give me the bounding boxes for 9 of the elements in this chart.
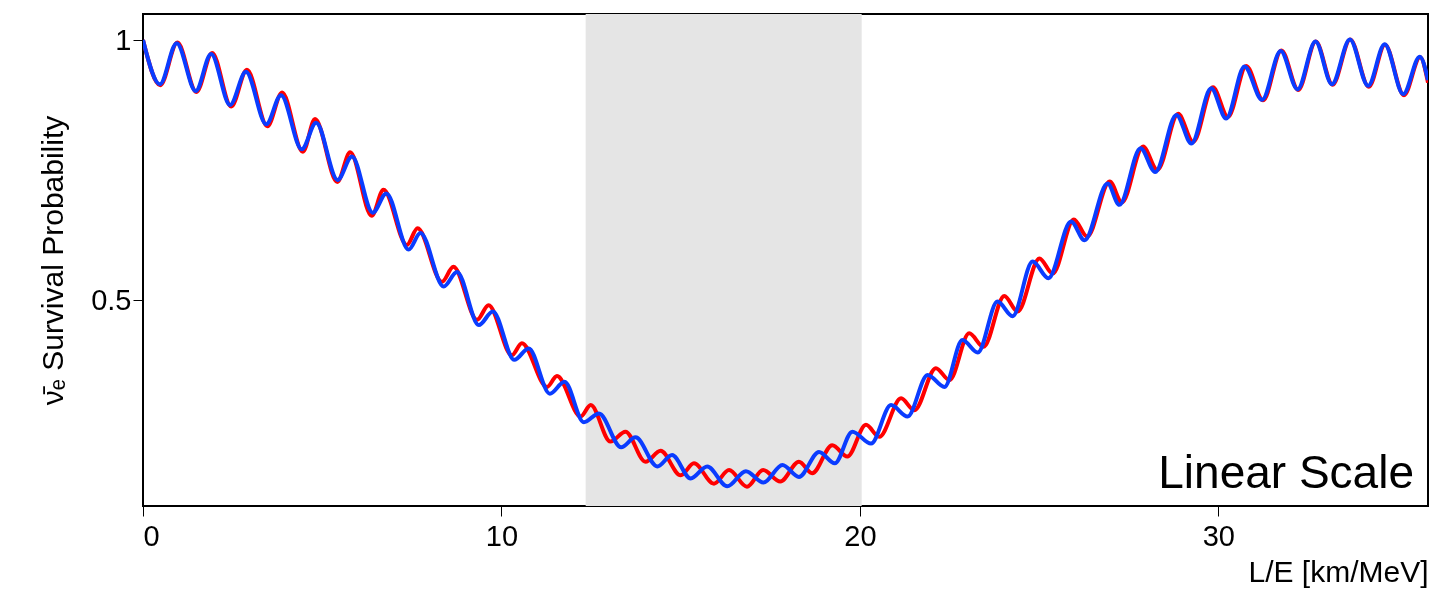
x-tick-label: 10 [485,519,519,552]
y-axis-title: ν̄ₑ Survival Probability [36,115,70,406]
x-axis-title: L/E [km/MeV] [1248,554,1429,588]
annotation: Linear Scale [1158,446,1414,498]
x-tick-label: 30 [1202,519,1235,552]
x-tick-label: 0 [143,519,160,552]
y-tick-label: 1 [115,23,132,56]
y-tick-label: 0.5 [91,283,132,316]
x-tick-label: 20 [844,519,877,552]
